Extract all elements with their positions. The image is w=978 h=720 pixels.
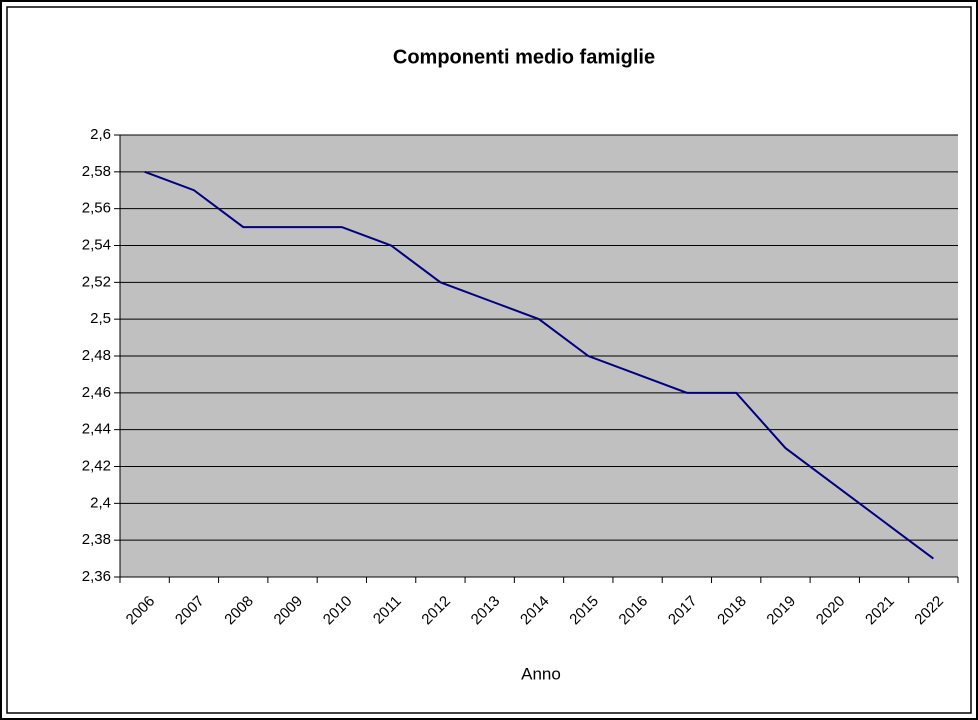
y-tick-label: 2,58: [82, 163, 111, 180]
y-tick-label: 2,4: [90, 494, 111, 511]
y-tick-label: 2,6: [90, 126, 111, 143]
chart-title: Componenti medio famiglie: [393, 46, 655, 68]
inner-frame: [6, 6, 972, 714]
x-axis-label: Anno: [521, 664, 561, 683]
y-tick-label: 2,5: [90, 310, 111, 327]
y-tick-label: 2,38: [82, 531, 111, 548]
y-tick-label: 2,52: [82, 273, 111, 290]
y-tick-label: 2,42: [82, 457, 111, 474]
y-tick-label: 2,44: [82, 421, 111, 438]
data-line: [144, 170, 934, 560]
y-tick-label: 2,48: [82, 347, 111, 364]
y-tick-label: 2,56: [82, 200, 111, 217]
y-tick-label: 2,54: [82, 236, 111, 253]
y-tick-label: 2,46: [82, 384, 111, 401]
y-tick-label: 2,36: [82, 568, 111, 585]
